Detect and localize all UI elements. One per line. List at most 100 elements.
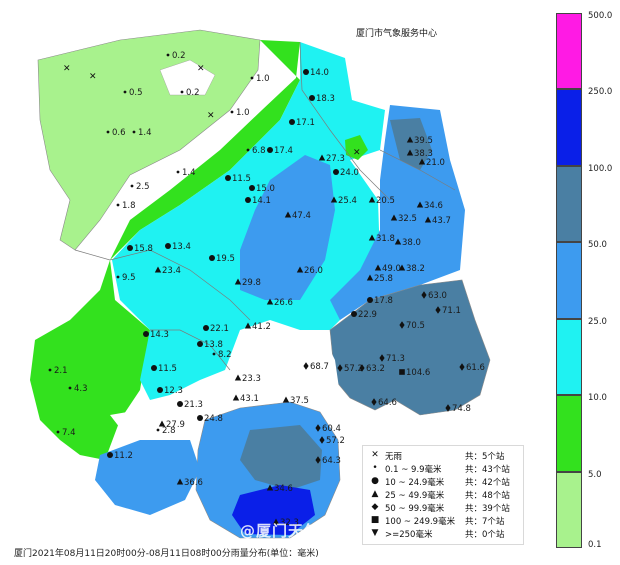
tri-station-icon — [234, 278, 242, 285]
tri-station-icon — [390, 214, 398, 221]
station-value: 0.5 — [129, 88, 143, 98]
scale-label: 25.0 — [588, 317, 607, 327]
rainfall-map: 0.2 0.5 0.2 1.0 1.0 0.6 1.4 1.4 2.51.8 14.0 18.3 17… — [30, 29, 491, 539]
square-icon: ■ — [370, 515, 380, 525]
station-marker: 63.0 — [421, 291, 447, 301]
station-value: 14.1 — [252, 196, 271, 206]
dot-station-icon — [132, 130, 136, 134]
station-marker: 71.1 — [435, 306, 461, 316]
dot-station-icon — [123, 90, 127, 94]
station-marker: 2.5 — [130, 182, 150, 192]
scale-band-100-250 — [556, 89, 582, 166]
station-marker: 1.0 — [250, 74, 270, 84]
station-marker: 1.0 — [230, 108, 250, 118]
station-value: 39.5 — [414, 136, 433, 146]
circle-station-icon — [197, 341, 203, 347]
circle-station-icon — [143, 331, 149, 337]
legend-count: 共：48个站 — [465, 491, 510, 501]
station-value: 9.5 — [122, 273, 136, 283]
station-layer: 0.2 0.5 0.2 1.0 1.0 0.6 1.4 1.4 2.51.8 14.0 18.3 17… — [48, 51, 485, 528]
legend-label: 0.1 ~ 9.9毫米 — [385, 465, 442, 475]
no-rain-x-icon: ✕ — [63, 64, 71, 74]
station-value: 43.7 — [432, 216, 451, 226]
station-marker: 22.1 — [203, 324, 229, 334]
tri-station-icon — [374, 264, 382, 271]
legend-count: 共：7个站 — [465, 517, 505, 527]
station-marker: 38.0 — [394, 238, 421, 248]
station-value: 104.6 — [406, 368, 430, 378]
station-marker: 26.6 — [266, 298, 293, 308]
color-scale: 500.0 250.0 100.0 50.0 25.0 10.0 5.0 0.1 — [556, 11, 612, 550]
circle-station-icon — [157, 387, 163, 393]
station-marker: 41.2 — [244, 322, 271, 332]
station-value: 31.8 — [376, 234, 395, 244]
station-value: 64.3 — [322, 456, 341, 466]
legend-row: ● 10 ~ 24.9毫米 共：42个站 — [369, 476, 523, 488]
station-marker: 0.2 — [180, 88, 200, 98]
scale-band-50-100 — [556, 166, 582, 242]
station-marker: 11.5 — [151, 364, 177, 374]
tri-station-icon — [234, 374, 242, 381]
station-value: 21.0 — [426, 158, 445, 168]
region-green-band — [30, 40, 300, 460]
region-island-steel — [240, 425, 322, 490]
station-value: 37.5 — [290, 396, 309, 406]
station-marker: 6.8 — [246, 146, 266, 156]
station-marker: 0.5 — [123, 88, 143, 98]
dot-station-icon — [156, 428, 160, 432]
station-value: 57.2 — [344, 364, 363, 374]
station-marker: 29.8 — [234, 278, 261, 288]
station-value: 71.1 — [442, 306, 461, 316]
station-value: 26.6 — [274, 298, 293, 308]
station-marker: 74.8 — [445, 404, 471, 414]
station-value: 32.3 — [280, 518, 299, 528]
station-value: 0.2 — [172, 51, 186, 61]
dot-station-icon — [246, 148, 250, 152]
station-value: 17.8 — [374, 296, 393, 306]
station-marker: 17.8 — [367, 296, 393, 306]
station-value: 26.0 — [304, 266, 323, 276]
station-marker: 8.2 — [212, 350, 232, 360]
legend-count: 共：0个站 — [465, 530, 505, 540]
station-value: 4.3 — [74, 384, 88, 394]
tri-station-icon — [176, 478, 184, 485]
station-marker: 68.7 — [303, 362, 329, 372]
station-marker: 38.3 — [406, 149, 433, 159]
station-value: 24.0 — [340, 168, 359, 178]
tri-station-icon — [394, 238, 402, 245]
watermark: @厦门天气在线 — [240, 522, 353, 540]
station-value: 22.1 — [210, 324, 229, 334]
legend-row: ✕ 无雨 共：5个站 — [369, 450, 523, 462]
circle-station-icon — [127, 245, 133, 251]
station-marker: 34.6 — [416, 201, 443, 211]
legend-row: • 0.1 ~ 9.9毫米 共：43个站 — [369, 463, 523, 475]
station-value: 24.8 — [204, 414, 223, 424]
tri-station-icon — [418, 158, 426, 165]
legend-count: 共：42个站 — [465, 478, 510, 488]
circle-station-icon — [267, 147, 273, 153]
station-marker: 61.6 — [459, 363, 485, 373]
dot-station-icon — [230, 110, 234, 114]
sea-bay — [180, 330, 340, 415]
station-value: 12.3 — [164, 386, 183, 396]
tri-station-icon — [296, 266, 304, 273]
station-marker: 1.4 — [176, 168, 196, 178]
no-rain-x-icon: ✕ — [197, 64, 205, 74]
station-marker: 25.8 — [366, 274, 393, 284]
station-value: 23.4 — [162, 266, 181, 276]
dot-station-icon — [48, 368, 52, 372]
diamond-icon: ◆ — [371, 502, 379, 512]
station-value: 21.3 — [184, 400, 203, 410]
station-marker: 37.5 — [282, 396, 309, 406]
station-value: 36.6 — [184, 478, 203, 488]
station-value: 17.4 — [274, 146, 293, 156]
no-rain-patch-east — [345, 135, 368, 160]
station-marker: 27.9 — [158, 420, 185, 430]
station-value: 1.0 — [256, 74, 270, 84]
no-rain-patch — [159, 59, 216, 96]
station-value: 68.7 — [310, 362, 329, 372]
region-southwest-blue — [95, 440, 200, 515]
station-value: 27.9 — [166, 420, 185, 430]
station-value: 13.8 — [204, 340, 223, 350]
region-blue-east — [330, 105, 465, 320]
